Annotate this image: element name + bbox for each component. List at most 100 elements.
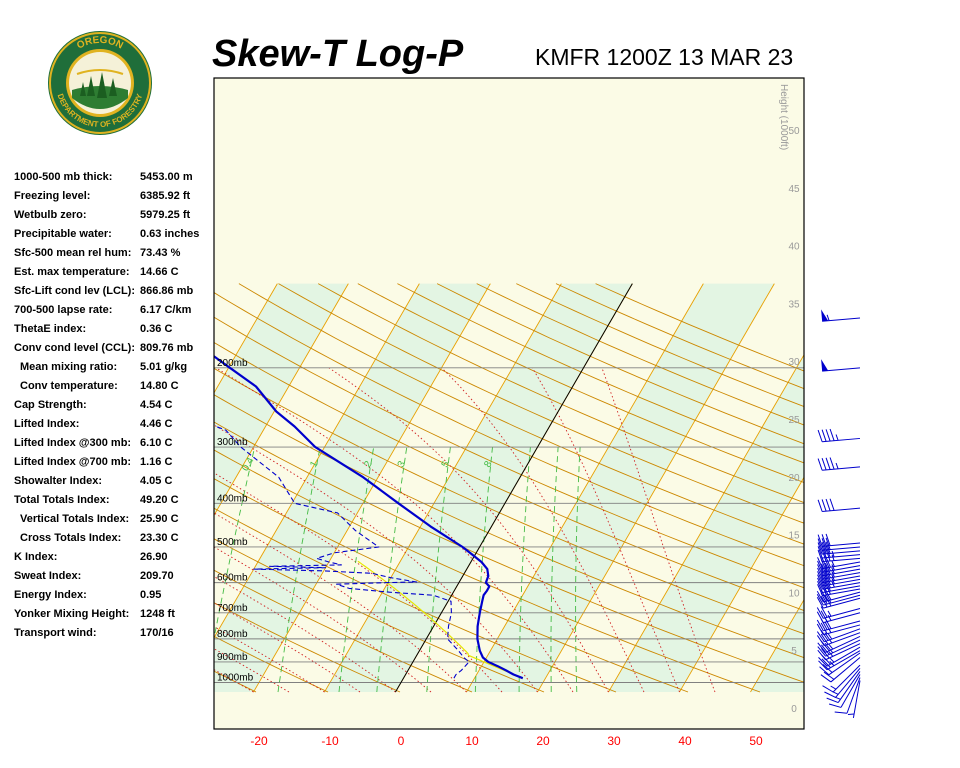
wind-barb <box>817 457 861 471</box>
dry-adiabat <box>214 449 761 693</box>
dry-adiabat <box>214 507 617 693</box>
index-value: 6.10 C <box>140 437 173 449</box>
pressure-label: 400mb <box>217 493 248 504</box>
moist-adiabat <box>214 424 538 693</box>
isobar-lines <box>214 367 804 683</box>
moist-adiabat <box>328 367 609 693</box>
barb-staff <box>830 657 861 683</box>
barb-staff <box>846 677 861 714</box>
wind-barb <box>819 652 861 676</box>
stability-indices-panel: 1000-500 mb thick: 5453.00 m Freezing leve… <box>14 168 214 643</box>
barb-full <box>817 534 823 547</box>
barb-full <box>817 557 824 569</box>
temperature-trace <box>214 354 524 680</box>
index-label: 1000-500 mb thick: <box>14 171 113 183</box>
barb-full <box>817 567 824 580</box>
index-row: Vertical Totals Index: 25.90 C <box>14 510 214 529</box>
isotherm-line <box>253 283 491 693</box>
barb-half <box>826 314 830 321</box>
barb-staff <box>822 572 861 580</box>
index-value: 14.66 C <box>140 266 179 278</box>
barb-full <box>824 562 831 575</box>
plot-frame <box>213 77 805 730</box>
logo-top-text: OREGON <box>75 35 125 52</box>
index-label: Wetbulb zero: <box>14 209 87 221</box>
barb-staff <box>835 667 861 698</box>
mixing-ratio-label: 8 <box>482 459 495 470</box>
barb-full <box>816 619 824 632</box>
barb-staff <box>824 632 861 647</box>
barb-full <box>817 429 823 442</box>
moist-adiabat <box>441 367 645 693</box>
barb-half <box>828 643 834 650</box>
index-value: 4.46 C <box>140 418 173 430</box>
moist-adiabat <box>214 472 503 693</box>
index-row: 700-500 lapse rate: 6.17 C/km <box>14 301 214 320</box>
index-row: Wetbulb zero: 5979.25 ft <box>14 206 214 225</box>
barb-full <box>817 571 824 583</box>
moist-adiabat <box>214 546 432 693</box>
mixing-ratio-line <box>474 447 493 693</box>
barb-half <box>831 560 835 567</box>
barb-staff <box>822 466 861 471</box>
barb-full <box>817 560 824 573</box>
barb-full <box>816 631 825 643</box>
index-value: 49.20 C <box>140 494 179 506</box>
dry-adiabat <box>214 478 689 693</box>
dry-adiabat <box>214 292 804 567</box>
isotherm-line <box>214 283 278 394</box>
barb-full <box>834 711 848 714</box>
index-row: 1000-500 mb thick: 5453.00 m <box>14 168 214 187</box>
index-label: Sfc-500 mean rel hum: <box>14 247 132 259</box>
pressure-label: 500mb <box>217 537 248 548</box>
isotherm-band <box>324 283 633 692</box>
barb-full <box>829 428 835 441</box>
index-label: Lifted Index: <box>14 418 80 430</box>
barb-full <box>822 685 834 693</box>
barb-full <box>820 622 828 634</box>
chart-title: Skew-T Log-P <box>212 33 464 75</box>
pressure-label: 600mb <box>217 573 248 584</box>
isotherm-band <box>0 284 206 692</box>
index-value: 809.76 mb <box>140 342 194 354</box>
wind-barb <box>817 537 861 551</box>
zero-isotherm <box>395 283 633 693</box>
x-tick-label: 50 <box>749 734 763 748</box>
barb-full <box>825 545 831 558</box>
barb-full <box>818 660 828 671</box>
height-tick-label: 50 <box>788 126 800 137</box>
dry-adiabat <box>397 283 804 464</box>
index-row: Mean mixing ratio: 5.01 g/kg <box>14 358 214 377</box>
barb-full <box>821 570 827 583</box>
index-value: 0.63 inches <box>140 228 200 240</box>
index-value: 0.36 C <box>140 323 173 335</box>
barb-full <box>820 610 828 622</box>
barb-full <box>817 538 823 551</box>
barb-half <box>827 610 832 617</box>
index-label: K Index: <box>14 551 58 563</box>
sounding-traces <box>214 354 524 680</box>
wind-barb <box>817 545 861 559</box>
index-value: 4.05 C <box>140 475 173 487</box>
x-tick-label: 10 <box>465 734 479 748</box>
mixing-ratio-line <box>426 447 451 693</box>
index-value: 6385.92 ft <box>140 190 191 202</box>
barb-full <box>829 457 835 470</box>
wind-barb <box>816 610 861 624</box>
barb-half <box>831 564 835 571</box>
index-row: Precipitable water: 0.63 inches <box>14 225 214 244</box>
barb-full <box>817 546 823 559</box>
index-label: ThetaE index: <box>14 323 87 335</box>
barb-full <box>823 671 835 680</box>
index-label: Est. max temperature: <box>14 266 130 278</box>
mixing-ratio-label: 3 <box>396 459 409 470</box>
index-row: Transport wind: 170/16 <box>14 624 214 643</box>
dry-adiabat-lines <box>0 283 804 693</box>
barb-full <box>816 635 825 646</box>
dry-adiabat <box>0 284 184 692</box>
barb-staff <box>822 554 861 559</box>
barb-full <box>817 577 824 590</box>
barb-staff <box>822 550 861 555</box>
mixing-ratio-line <box>575 447 581 693</box>
index-row: Conv cond level (CCL): 809.76 mb <box>14 339 214 358</box>
